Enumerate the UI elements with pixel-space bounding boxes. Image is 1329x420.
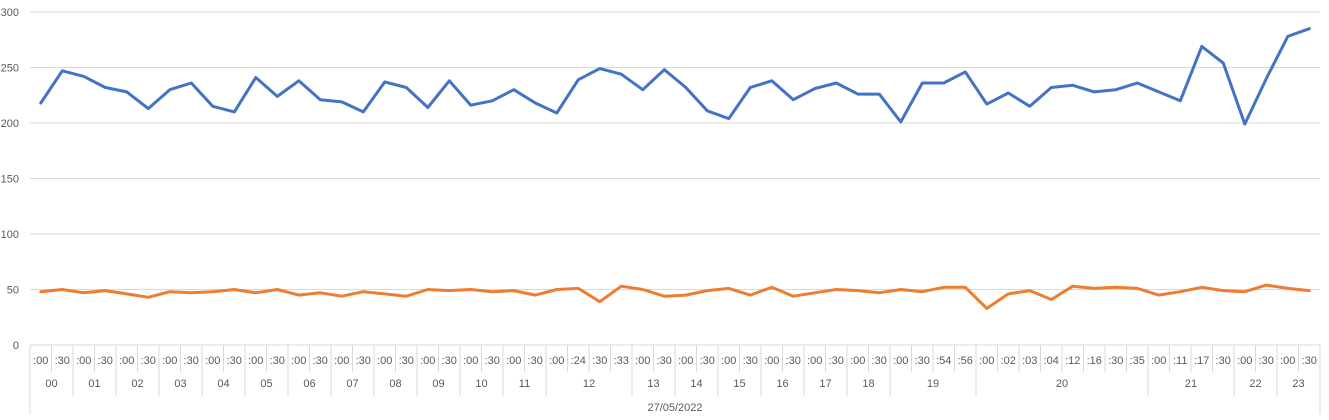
y-tick-label: 300 (1, 7, 19, 19)
x-hour-label: 03 (174, 378, 186, 390)
x-minute-label: :30 (55, 355, 70, 367)
x-minute-label: :30 (829, 355, 844, 367)
x-minute-label: :35 (1130, 355, 1145, 367)
x-hour-label: 21 (1185, 378, 1197, 390)
x-minute-label: :00 (506, 355, 521, 367)
y-tick-label: 0 (13, 340, 19, 352)
x-minute-label: :30 (743, 355, 758, 367)
x-hour-label: 11 (519, 378, 530, 390)
x-minute-label: :30 (270, 355, 285, 367)
x-minute-label: :00 (291, 355, 306, 367)
y-tick-label: 100 (1, 229, 19, 241)
x-hour-label: 09 (432, 378, 444, 390)
x-minute-label: :11 (1173, 355, 1187, 367)
x-axis: :00 :30 :00 :30 :00 :30 :00 :30 :00 :30 :00 :30 :00:… (29, 345, 1321, 414)
x-minute-label: :30 (1302, 355, 1317, 367)
gridlines (30, 11, 1320, 346)
x-minute-label: :00 (764, 355, 779, 367)
y-tick-label: 50 (7, 285, 19, 297)
x-hour-label: 10 (475, 378, 487, 390)
x-minute-label: :30 (313, 355, 328, 367)
x-minute-label: :00 (635, 355, 650, 367)
x-hour-label: 01 (88, 378, 100, 390)
x-minute-label: :30 (700, 355, 715, 367)
x-minute-label: :56 (958, 355, 973, 367)
x-minute-label: :02 (1001, 355, 1016, 367)
x-minute-label: :30 (442, 355, 457, 367)
x-hour-label: 08 (389, 378, 401, 390)
x-minute-label: :30 (184, 355, 199, 367)
x-minute-label: :00 (807, 355, 822, 367)
x-minute-label: :00 (248, 355, 263, 367)
x-minute-label: :00 (979, 355, 994, 367)
x-hour-label: 18 (862, 378, 874, 390)
x-hour-label: 15 (733, 378, 745, 390)
x-hour-label: 00 (45, 378, 57, 390)
x-minute-label: :00 (334, 355, 349, 367)
x-hour-label: 22 (1249, 378, 1261, 390)
x-hour-label: 17 (819, 378, 831, 390)
x-minute-label: :30 (98, 355, 113, 367)
x-minute-label: :24 (571, 355, 586, 367)
x-minute-label: :00 (893, 355, 908, 367)
y-tick-label: 200 (1, 118, 19, 130)
x-hour-label: 23 (1292, 378, 1304, 390)
x-minute-label: :16 (1087, 355, 1102, 367)
x-minute-label: :00 (377, 355, 392, 367)
x-minute-label: :03 (1022, 355, 1037, 367)
y-axis: 0 50 100 150 200 250 300 (1, 7, 19, 352)
x-minute-label: :00 (678, 355, 693, 367)
x-minute-label: :30 (356, 355, 371, 367)
x-minute-label: :30 (485, 355, 500, 367)
x-minute-label: :30 (657, 355, 672, 367)
x-minute-label: :33 (614, 355, 629, 367)
x-hour-label: 02 (131, 378, 143, 390)
x-minute-label: :30 (227, 355, 242, 367)
x-hour-label: 16 (776, 378, 788, 390)
x-minute-label: :00 (549, 355, 564, 367)
x-minute-label: :30 (528, 355, 543, 367)
x-minute-label: :00 (1237, 355, 1252, 367)
x-minute-label: :17 (1194, 355, 1209, 367)
x-hour-label: 14 (690, 378, 702, 390)
x-minute-label: :30 (1108, 355, 1123, 367)
y-tick-label: 250 (1, 63, 19, 75)
x-minute-label: :30 (1216, 355, 1231, 367)
x-minute-label: :00 (1280, 355, 1295, 367)
x-hour-label: 07 (346, 378, 358, 390)
y-tick-label: 150 (1, 174, 19, 186)
series-line-1 (39, 27, 1311, 126)
x-minute-label: :00 (205, 355, 220, 367)
x-hour-label: 04 (217, 378, 229, 390)
x-minute-label: :00 (463, 355, 478, 367)
x-minute-label: :00 (162, 355, 177, 367)
x-minute-label: :30 (915, 355, 930, 367)
x-hour-label: 12 (583, 378, 595, 390)
x-minute-label: :00 (721, 355, 736, 367)
x-minute-label: :30 (399, 355, 414, 367)
x-minute-label: :30 (786, 355, 801, 367)
x-hour-label: 19 (927, 378, 939, 390)
x-minute-label: :30 (1259, 355, 1274, 367)
x-minute-label: :04 (1044, 355, 1059, 367)
x-axis-date-label: 27/05/2022 (647, 402, 702, 414)
series-line-2 (39, 283, 1311, 310)
x-minute-label: :00 (119, 355, 134, 367)
x-minute-label: :00 (420, 355, 435, 367)
series-lines (39, 27, 1311, 310)
x-minute-label: :00 (76, 355, 91, 367)
x-minute-label: :00 (850, 355, 865, 367)
x-minute-label: :54 (936, 355, 951, 367)
x-hour-label: 13 (647, 378, 659, 390)
x-hour-label: 06 (303, 378, 315, 390)
x-minute-label: :30 (872, 355, 887, 367)
x-hour-label: 20 (1056, 378, 1068, 390)
x-minute-label: :30 (592, 355, 607, 367)
x-hour-label: 05 (260, 378, 272, 390)
x-minute-label: :30 (141, 355, 156, 367)
x-minute-label: :00 (33, 355, 48, 367)
x-minute-label: :12 (1065, 355, 1080, 367)
x-minute-label: :00 (1151, 355, 1166, 367)
